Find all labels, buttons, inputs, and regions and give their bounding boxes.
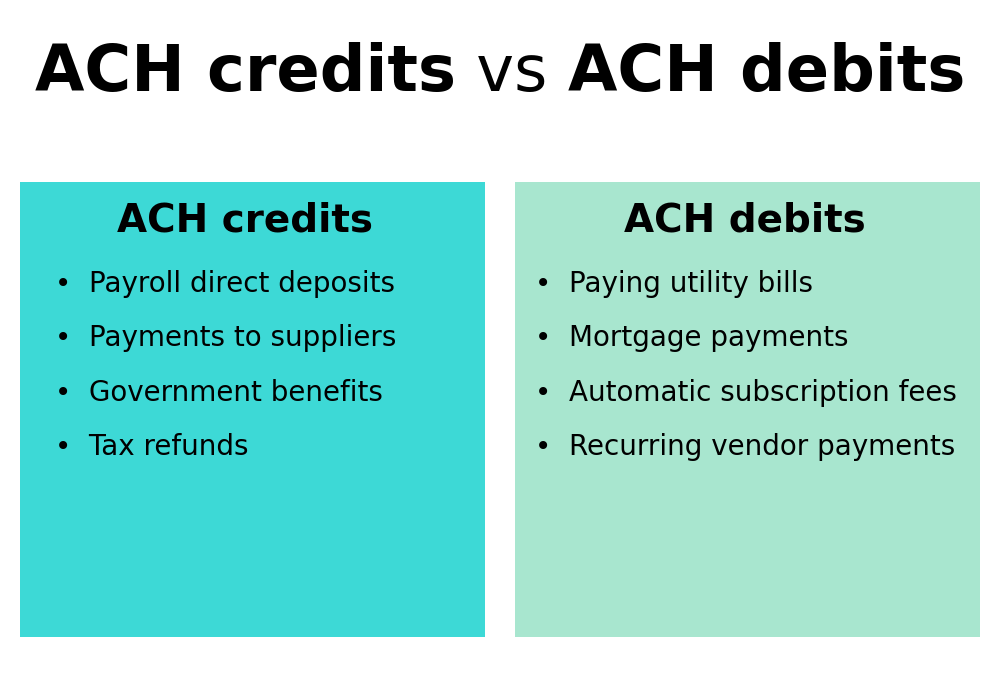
Text: ACH credits: ACH credits	[35, 43, 456, 104]
Text: •  Payments to suppliers: • Payments to suppliers	[55, 324, 396, 352]
Text: •  Mortgage payments: • Mortgage payments	[535, 324, 848, 352]
Text: •  Automatic subscription fees: • Automatic subscription fees	[535, 379, 957, 407]
Text: ACH debits: ACH debits	[624, 202, 866, 239]
Text: •  Government benefits: • Government benefits	[55, 379, 383, 407]
Text: ACH debits: ACH debits	[568, 43, 965, 104]
Text: •  Payroll direct deposits: • Payroll direct deposits	[55, 270, 395, 298]
Text: ACH credits: ACH credits	[117, 202, 373, 239]
Text: •  Recurring vendor payments: • Recurring vendor payments	[535, 433, 955, 461]
Text: •  Paying utility bills: • Paying utility bills	[535, 270, 813, 298]
Text: vs: vs	[456, 43, 568, 104]
Text: •  Tax refunds: • Tax refunds	[55, 433, 248, 461]
